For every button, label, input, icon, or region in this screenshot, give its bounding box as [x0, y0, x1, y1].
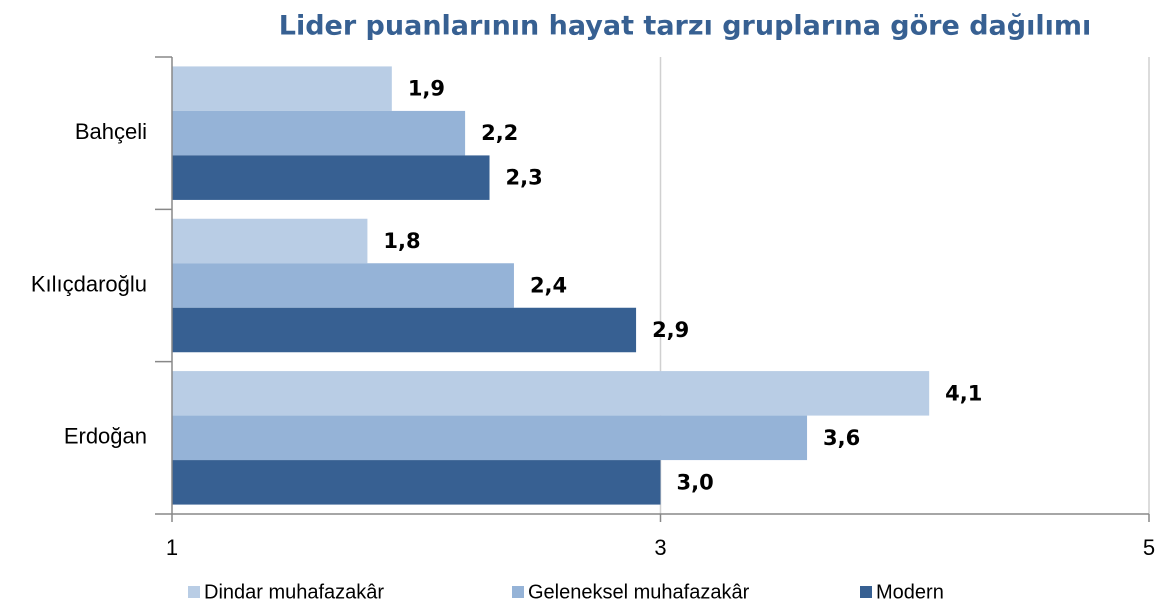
bar [172, 263, 514, 308]
bar [172, 66, 392, 111]
bar [172, 218, 368, 264]
data-label: 3,0 [677, 470, 714, 494]
x-tick-label: 1 [166, 535, 178, 560]
x-tick-label: 5 [1143, 535, 1155, 560]
bar [172, 460, 661, 505]
data-label: 4,1 [945, 381, 982, 405]
bar [172, 371, 930, 416]
legend-label: Modern [876, 581, 944, 603]
legend-label: Dindar muhafazakâr [204, 581, 384, 603]
bar [172, 155, 490, 200]
x-tick-label: 3 [654, 535, 666, 560]
legend-label: Geleneksel muhafazakâr [528, 581, 750, 603]
y-tick-label: Erdoğan [64, 424, 147, 449]
data-label: 2,9 [652, 318, 689, 342]
y-tick-label: Kılıçdaroğlu [31, 271, 147, 296]
chart-title: Lider puanlarının hayat tarzı gruplarına… [279, 11, 1092, 42]
data-label: 1,8 [383, 229, 420, 253]
data-label: 1,9 [408, 77, 445, 101]
bar [172, 415, 808, 461]
data-label: 3,6 [823, 426, 860, 450]
y-tick-label: Bahçeli [75, 119, 147, 144]
legend-swatch [512, 586, 524, 598]
legend-swatch [860, 586, 872, 598]
data-label: 2,4 [530, 274, 567, 298]
legend-swatch [188, 586, 200, 598]
data-label: 2,3 [506, 166, 543, 190]
bar [172, 110, 466, 156]
bar [172, 307, 637, 353]
data-label: 2,2 [481, 121, 518, 145]
